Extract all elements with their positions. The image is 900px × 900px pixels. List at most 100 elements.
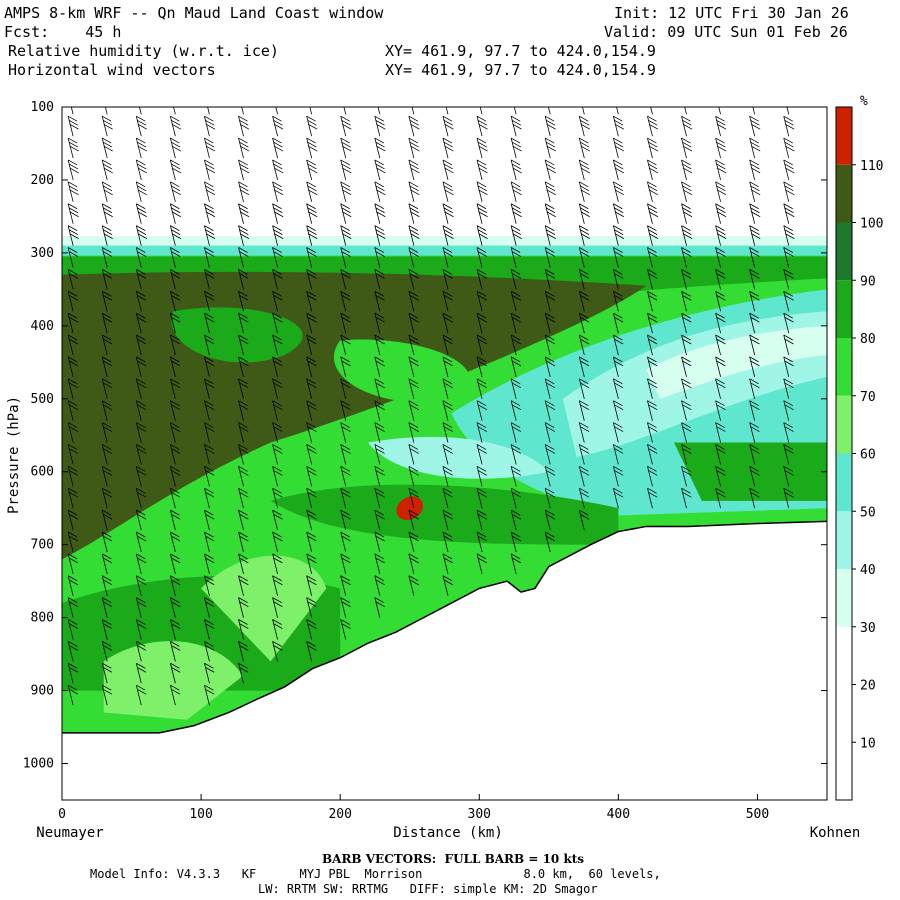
wind-barb-flag [510,115,521,122]
wind-barb-flag [102,356,112,363]
wind-barb [272,488,278,509]
wind-barb-flag [340,553,350,560]
wind-barb-flag [442,181,453,188]
wind-barb-flag [273,557,283,564]
wind-barb-flag [682,189,693,196]
wind-barb [238,116,244,137]
wind-barb-flag [239,601,249,607]
wind-barb-flag [374,531,385,538]
wind-barb-flag [749,444,759,450]
wind-barb-flag [647,448,658,454]
forecast-hour: Fcst: 45 h [4,23,122,41]
wind-barb [272,400,278,421]
wind-barb-flag [408,422,419,428]
wind-barb-flag [170,163,181,170]
wind-barb-flag [239,163,249,170]
wind-barb-flag [682,316,692,323]
wind-barb-flag [102,225,112,231]
wind-barb-flag [102,579,113,586]
colorbar-label: 60 [860,448,876,463]
wind-barb [340,334,347,356]
colorbar-label: 80 [860,332,876,347]
wind-barb-flag [647,487,657,494]
wind-barb-flag [67,553,78,560]
wind-barb [408,378,415,399]
wind-barb-flag [750,448,760,454]
wind-barb [306,356,313,378]
wind-barb-flag [374,334,385,341]
wind-barb-flag [647,312,657,319]
wind-barb-flag [442,465,453,472]
wind-barb-flag [443,273,453,279]
wind-barb-flag [408,334,419,341]
wind-barb [612,488,619,509]
x-tick-label: 0 [58,807,66,822]
wind-barb-flag [68,469,79,476]
wind-barb-flag [137,189,147,196]
wind-barb-flag [341,382,351,389]
wind-barb-flag [273,360,283,367]
wind-barb-flag [511,141,522,148]
wind-barb [101,159,108,181]
wind-barb-flag [545,356,555,363]
wind-barb-flag [238,290,248,297]
colorbar-swatch [836,569,852,627]
wind-barb [647,116,653,137]
wind-barb [272,597,278,618]
wind-barb-flag [476,181,487,188]
wind-barb [715,356,721,378]
wind-barb [715,181,721,202]
wind-barb [204,181,210,202]
wind-barb-flag [170,137,180,144]
wind-barb [510,313,517,334]
wind-barb-flag [136,645,147,651]
wind-barb [715,313,721,334]
wind-barb-flag [136,334,146,341]
wind-barb-flag [409,94,418,99]
wind-barb-flag [307,360,317,367]
wind-barb-flag [340,334,350,341]
wind-barb [340,422,347,443]
wind-barb-flag [476,378,487,385]
wind-barb [135,159,142,181]
wind-barb-flag [238,159,248,166]
wind-barb-flag [647,163,658,170]
wind-barb [783,466,790,487]
wind-barb-flag [68,316,79,323]
wind-barb-flag [546,189,556,196]
wind-barb-flag [273,513,283,520]
wind-barb [783,400,790,421]
wind-barb-flag [341,229,351,235]
wind-barb [238,597,244,618]
wind-barb-flag [716,448,726,454]
wind-barb [749,313,756,334]
y-tick-label: 900 [31,684,54,699]
wind-barb-flag [749,181,759,188]
wind-barb [377,107,381,115]
wind-barb [169,400,176,421]
wind-barb-flag [614,98,623,103]
wind-barb-flag [340,575,350,582]
wind-barb-flag [239,491,249,498]
wind-barb-flag [647,203,657,210]
wind-barb [101,619,108,640]
wind-barb-flag [750,469,760,476]
wind-barb [510,159,517,181]
wind-barb-flag [102,619,112,625]
wind-barb-flag [647,316,658,323]
wind-barb-flag [376,211,386,218]
wind-barb-flag [375,119,385,126]
wind-barb [204,422,210,443]
wind-barb-flag [136,623,147,629]
wind-barb-flag [647,247,657,253]
wind-barb-flag [238,312,248,319]
wind-barb-flag [545,115,555,122]
wind-barb-flag [409,513,419,520]
wind-barb [647,334,653,356]
wind-barb-flag [340,422,350,428]
wind-barb-flag [478,189,488,196]
wind-barb [749,269,756,290]
wind-barb [650,107,653,115]
wind-barb-flag [511,163,522,170]
wind-barb-flag [238,553,248,560]
